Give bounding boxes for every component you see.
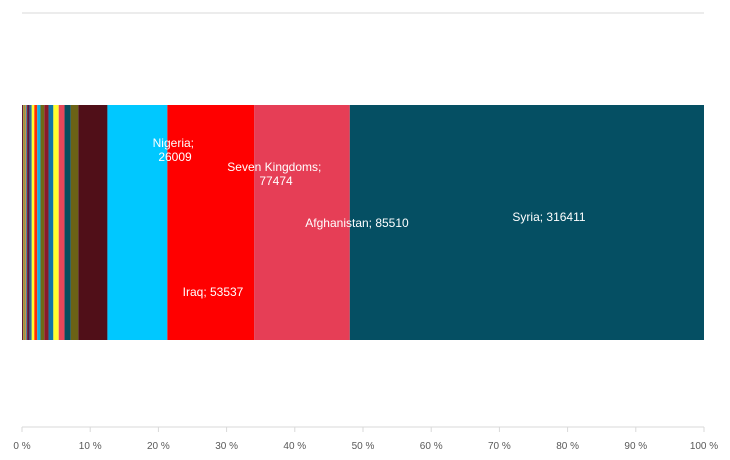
bar-segment-21 bbox=[107, 105, 168, 340]
bar-segment-20 bbox=[78, 105, 108, 340]
bar-segment-8 bbox=[27, 105, 30, 340]
bar-segment-2 bbox=[22, 105, 24, 340]
bar-segment-16 bbox=[53, 105, 59, 340]
bar-segment-14 bbox=[44, 105, 49, 340]
data-label-seven-kingdoms-line1: Seven Kingdoms; bbox=[227, 160, 321, 174]
data-label-iraq: Iraq; 53537 bbox=[183, 285, 244, 299]
bar-segment-11 bbox=[34, 105, 38, 340]
bar-segment-12 bbox=[37, 105, 41, 340]
x-tick-label: 10 % bbox=[79, 441, 102, 452]
x-tick-label: 80 % bbox=[556, 441, 579, 452]
bar-segment-13 bbox=[40, 105, 45, 340]
data-label-nigeria: Nigeria; 26009 bbox=[153, 136, 198, 164]
x-tick-label: 50 % bbox=[352, 441, 375, 452]
bar-segment-3 bbox=[23, 105, 25, 340]
bar-segment-1 bbox=[22, 105, 23, 340]
x-axis-ticks: 0 % 10 % 20 % 30 % 40 % 50 % 60 % 70 % 80 % 90 % 1… bbox=[13, 427, 718, 452]
bar-segment-9 bbox=[29, 105, 32, 340]
bar-segment-5 bbox=[24, 105, 26, 340]
x-tick-label: 30 % bbox=[215, 441, 238, 452]
data-label-nigeria-line2: 26009 bbox=[158, 150, 192, 164]
bar-segment-6 bbox=[25, 105, 27, 340]
bar-segment-19 bbox=[70, 105, 79, 340]
bar-segment-23 bbox=[254, 105, 350, 340]
bar-segment-22 bbox=[167, 105, 255, 340]
bar-segment-15 bbox=[48, 105, 54, 340]
bar-segment-7 bbox=[26, 105, 28, 340]
bar-segment-4 bbox=[24, 105, 25, 340]
x-tick-label: 20 % bbox=[147, 441, 170, 452]
x-tick-label: 40 % bbox=[283, 441, 306, 452]
x-tick-label: 70 % bbox=[488, 441, 511, 452]
bar-segment-18 bbox=[64, 105, 71, 340]
bar-segment-24 bbox=[349, 105, 704, 340]
x-tick-label: 0 % bbox=[13, 441, 30, 452]
data-label-seven-kingdoms-line2: 77474 bbox=[259, 174, 293, 188]
bar-segment-10 bbox=[31, 105, 35, 340]
x-tick-label: 90 % bbox=[624, 441, 647, 452]
data-label-afghanistan: Afghanistan; 85510 bbox=[305, 216, 409, 230]
bar-segment-17 bbox=[58, 105, 65, 340]
bar-segments bbox=[22, 105, 704, 340]
data-label-seven-kingdoms: Seven Kingdoms; 77474 bbox=[227, 160, 324, 188]
data-label-nigeria-line1: Nigeria; bbox=[153, 136, 194, 150]
x-tick-label: 60 % bbox=[420, 441, 443, 452]
x-tick-label: 100 % bbox=[690, 441, 718, 452]
data-label-syria: Syria; 316411 bbox=[512, 210, 585, 224]
